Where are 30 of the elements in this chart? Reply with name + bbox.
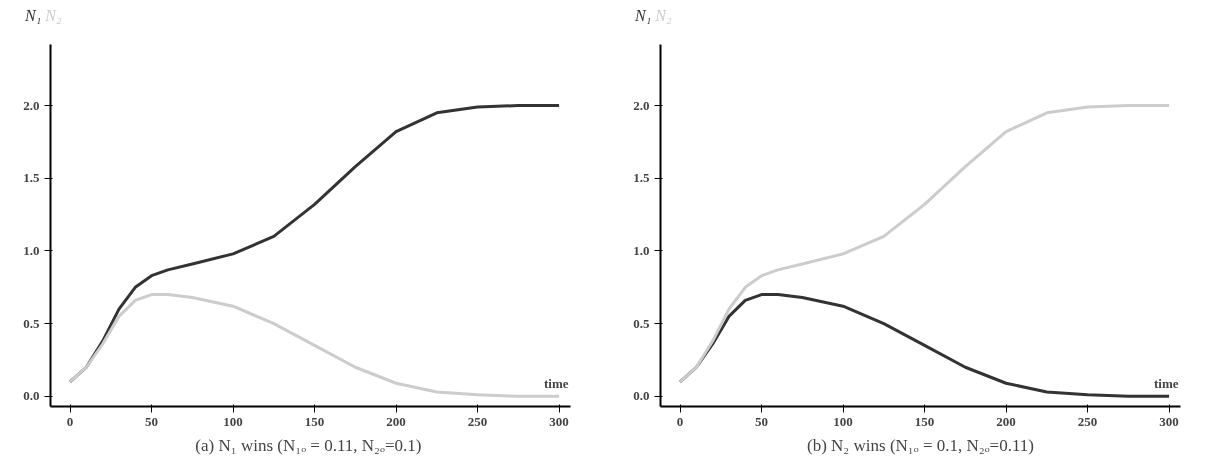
x-tick-label: 150 [304,413,325,429]
x-tick-label: 100 [833,413,853,429]
x-tick-label: 200 [386,413,406,429]
x-tick-label: 0 [66,413,74,429]
y-tick-label: 0.0 [23,388,40,404]
x-tick-label: 50 [145,413,159,429]
x-axis-title: time [1153,375,1179,391]
x-tick-label: 50 [755,413,769,429]
y-tick-label: 2.0 [633,97,650,113]
y-tick-label: 1.5 [633,170,650,186]
text: (b) N₂ wins (N₁ₒ = 0.1, N₂ₒ=0.11) [807,435,1034,455]
y-tick-label: 1.0 [633,242,650,258]
x-axis-title: time [543,375,569,391]
text: (a) N₁ wins (N₁ₒ = 0.11, N₂ₒ=0.1) [195,435,422,455]
x-tick-label: 250 [1077,413,1098,429]
x-tick-label: 100 [223,413,243,429]
y-tick-label: 0.5 [633,315,650,331]
x-tick-label: 250 [467,413,488,429]
y-tick-label: 2.0 [23,97,40,113]
x-tick-label: 300 [549,413,569,429]
x-tick-label: 200 [996,413,1016,429]
text: N₁ [635,7,652,24]
x-tick-label: 0 [676,413,684,429]
x-tick-label: 150 [914,413,935,429]
y-tick-label: 0.0 [633,388,650,404]
y-tick-label: 1.0 [23,242,40,258]
y-tick-label: 1.5 [23,170,40,186]
x-tick-label: 300 [1159,413,1179,429]
y-tick-label: 0.5 [23,315,40,331]
text: N₁ [25,7,42,24]
